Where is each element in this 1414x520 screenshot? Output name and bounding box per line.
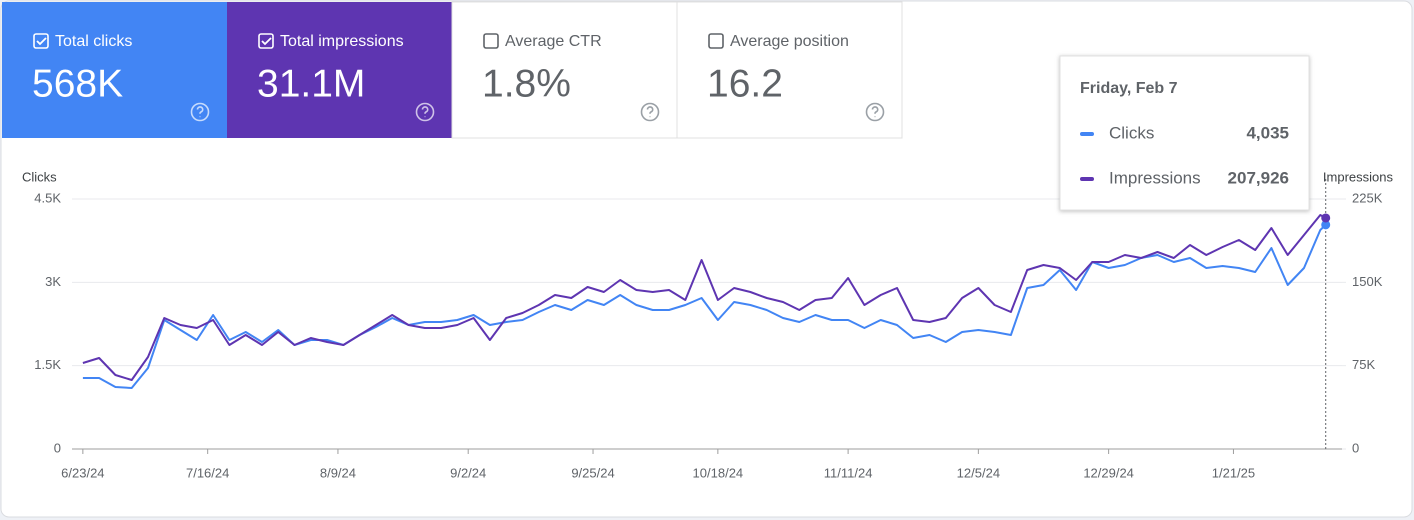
y2-tick-label: 75K xyxy=(1352,357,1375,372)
metric-label: Average position xyxy=(730,33,849,50)
help-mark xyxy=(196,106,204,118)
metric-value: 16.2 xyxy=(707,62,783,105)
metric-card[interactable]: Total impressions 31.1M xyxy=(227,2,452,138)
y-tick-label: 4.5K xyxy=(34,190,61,205)
x-tick-label: 9/25/24 xyxy=(571,465,614,480)
card-bg xyxy=(451,1,678,139)
help-icon[interactable] xyxy=(865,102,885,122)
help-icon[interactable] xyxy=(415,102,435,122)
tooltip: Friday, Feb 7 Clicks 4,035 Impressions 207,9… xyxy=(1059,55,1310,211)
help-icon[interactable] xyxy=(190,102,210,122)
tooltip-series-name: Impressions xyxy=(1109,168,1201,187)
y2-tick-label: 0 xyxy=(1352,440,1359,455)
checkbox[interactable] xyxy=(708,33,724,49)
card-bg xyxy=(2,2,227,138)
help-mark xyxy=(871,106,879,118)
y-tick-label: 0 xyxy=(54,440,61,455)
x-tick-label: 7/16/24 xyxy=(186,465,229,480)
tooltip-series-name: Clicks xyxy=(1109,123,1154,142)
x-tick-label: 9/2/24 xyxy=(450,465,486,480)
x-tick-label: 10/18/24 xyxy=(693,465,744,480)
help-mark xyxy=(646,106,654,118)
checkbox[interactable] xyxy=(483,33,499,49)
metric-card[interactable]: Total clicks 568K xyxy=(2,2,227,138)
card-bg xyxy=(227,2,452,138)
help-icon[interactable] xyxy=(640,102,660,122)
checkbox[interactable] xyxy=(33,33,49,49)
y-tick-label: 3K xyxy=(45,274,61,289)
x-tick-label: 12/29/24 xyxy=(1083,465,1134,480)
x-tick-label: 12/5/24 xyxy=(957,465,1000,480)
tooltip-title: Friday, Feb 7 xyxy=(1080,80,1178,97)
checkmark xyxy=(261,37,272,46)
metric-label: Total impressions xyxy=(280,33,404,50)
y2-axis-title: Impressions xyxy=(1323,169,1394,184)
series-line xyxy=(82,214,1327,381)
tooltip-value: 207,926 xyxy=(1228,168,1289,187)
checkbox[interactable] xyxy=(258,33,274,49)
tooltip-value: 4,035 xyxy=(1246,123,1289,142)
y2-tick-label: 150K xyxy=(1352,274,1383,289)
metric-card[interactable]: Average position 16.2 xyxy=(676,1,903,139)
x-tick-label: 11/11/24 xyxy=(824,465,873,480)
checkmark xyxy=(36,37,47,46)
metric-value: 1.8% xyxy=(482,62,571,105)
tooltip-box xyxy=(1059,55,1310,211)
metric-label: Average CTR xyxy=(505,33,602,50)
card-bg xyxy=(676,1,903,139)
metric-value: 31.1M xyxy=(257,62,365,105)
metric-card[interactable]: Average CTR 1.8% xyxy=(451,1,678,139)
x-tick-label: 8/9/24 xyxy=(320,465,356,480)
hover-dot xyxy=(1321,220,1331,230)
y-axis-title: Clicks xyxy=(22,169,57,184)
y2-tick-label: 225K xyxy=(1352,190,1383,205)
metric-label: Total clicks xyxy=(55,33,132,50)
hover-dot xyxy=(1321,213,1331,223)
help-mark xyxy=(421,106,429,118)
x-tick-label: 6/23/24 xyxy=(61,465,104,480)
metric-value: 568K xyxy=(32,62,123,105)
x-tick-label: 1/21/25 xyxy=(1212,465,1255,480)
y-tick-label: 1.5K xyxy=(34,357,61,372)
